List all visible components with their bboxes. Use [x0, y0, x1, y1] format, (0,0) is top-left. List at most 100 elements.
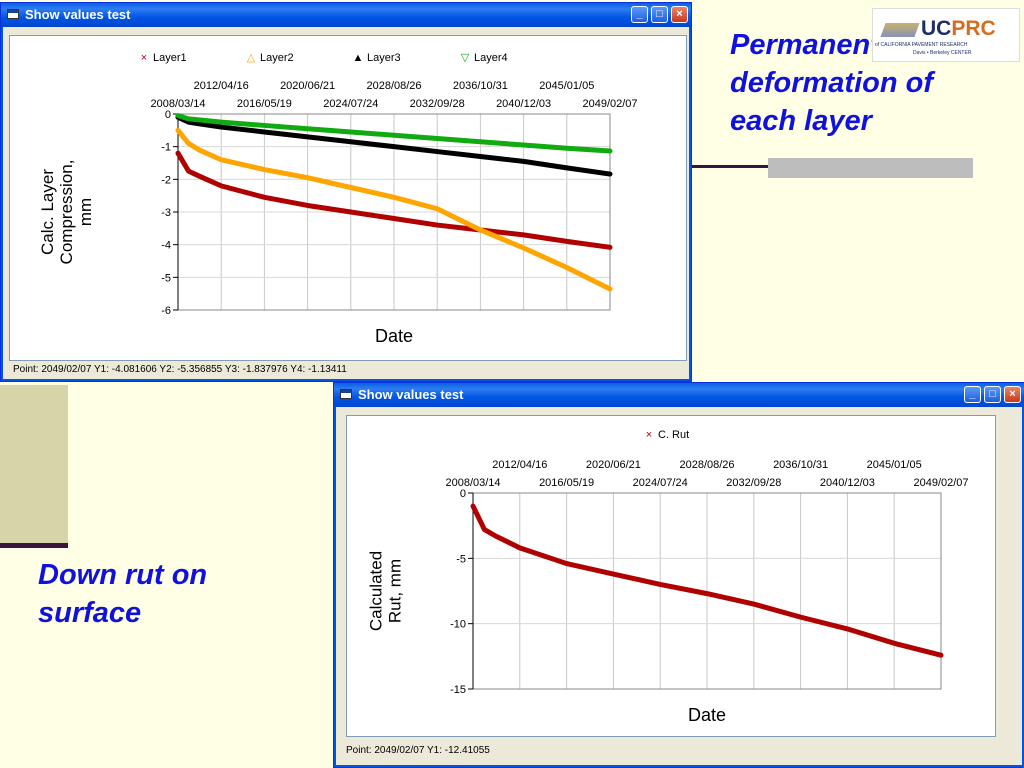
show-values-window-rut[interactable]: Show values test _ □ × 0 -5 -10 -15 2008/03/…: [333, 382, 1024, 768]
y-tick-label: -3: [161, 207, 171, 219]
logo-subtext-2: Davis • Berkeley CENTER: [913, 50, 972, 56]
x-tick-label: 2036/10/31: [773, 459, 828, 471]
decorative-bar-left: [0, 385, 68, 545]
data-point: [521, 245, 526, 251]
status-bar: Point: 2049/02/07 Y1: -4.081606 Y2: -5.3…: [13, 364, 347, 375]
legend-label: C. Rut: [658, 429, 689, 441]
window-app-icon[interactable]: [340, 389, 352, 399]
data-point: [348, 209, 353, 215]
maximize-button[interactable]: □: [984, 386, 1001, 403]
data-point: [262, 167, 267, 172]
legend-label: Layer1: [153, 52, 187, 64]
status-bar: Point: 2049/02/07 Y1: -12.41055: [346, 745, 490, 756]
data-point: [704, 591, 710, 596]
x-tick-label: 2036/10/31: [453, 80, 508, 92]
data-point: [521, 142, 526, 148]
window-titlebar[interactable]: Show values test _ □ ×: [1, 3, 691, 27]
x-tick-label: 2012/04/16: [194, 80, 249, 92]
logo-stripe-graphic: [880, 23, 920, 37]
y-tick-label: -10: [450, 619, 466, 631]
data-point: [564, 239, 569, 244]
y-tick-label: -5: [161, 272, 171, 284]
logo-wordmark: UCPRC: [921, 17, 996, 40]
data-point: [798, 614, 803, 620]
data-point: [892, 641, 897, 646]
caption-permanent-deformation: Permanent deformation of each layer: [730, 29, 933, 137]
y-tick-label: -5: [456, 553, 466, 565]
data-point: [521, 232, 526, 238]
close-button[interactable]: ×: [1004, 386, 1021, 403]
y-axis-label: CalculatedRut, mm: [367, 551, 405, 631]
maximize-button[interactable]: □: [651, 6, 668, 23]
legend-marker: △: [247, 52, 256, 64]
data-point: [607, 286, 613, 292]
data-point: [391, 133, 397, 138]
chart-panel: 0 -1 -2 -3 -4 -5 -6 2008/03/14 2016/05/19 2024/07…: [9, 35, 687, 361]
data-point: [845, 626, 850, 632]
data-point: [470, 503, 476, 509]
data-point: [186, 116, 191, 122]
data-point: [175, 113, 181, 118]
data-point: [607, 171, 613, 177]
window-title: Show values test: [358, 387, 464, 402]
data-point: [521, 159, 526, 164]
ucprc-logo: UCPRC of CALIFORNIA PAVEMENT RESEARCH Da…: [872, 8, 1020, 62]
data-point: [478, 139, 483, 144]
x-tick-label: 2040/12/03: [820, 477, 875, 489]
y-tick-label: -4: [161, 240, 171, 252]
close-button[interactable]: ×: [671, 6, 688, 23]
data-point: [348, 129, 353, 135]
show-values-window-layers[interactable]: Show values test _ □ × 0 -1 -2 -3 -4 -5 -6 2008…: [0, 2, 692, 382]
chart-calculated-rut: 0 -5 -10 -15 2008/03/14 2016/05/19 2024/07/24 2…: [367, 429, 969, 725]
data-point: [564, 265, 569, 270]
x-axis-label: Date: [375, 326, 413, 346]
data-point: [219, 183, 224, 189]
window-title: Show values test: [25, 7, 131, 22]
data-point: [435, 206, 440, 211]
data-point: [391, 195, 397, 200]
x-tick-label: 2008/03/14: [150, 98, 205, 110]
window-titlebar[interactable]: Show values test _ □ ×: [334, 383, 1024, 407]
data-point: [262, 129, 267, 135]
data-point: [658, 582, 663, 587]
data-point: [607, 148, 613, 154]
y-tick-label: -6: [161, 305, 171, 317]
x-tick-label: 2040/12/03: [496, 98, 551, 110]
data-point: [219, 119, 224, 125]
data-point: [196, 117, 202, 123]
data-point: [517, 545, 522, 551]
data-point: [196, 147, 202, 153]
data-point: [186, 141, 191, 146]
x-tick-label: 2032/09/28: [726, 477, 781, 489]
x-tick-label: 2020/06/21: [280, 80, 335, 92]
data-point: [305, 134, 310, 140]
data-point: [219, 157, 224, 162]
data-point: [196, 121, 202, 127]
data-point: [186, 168, 191, 174]
window-app-icon[interactable]: [7, 9, 19, 19]
x-tick-label: 2028/08/26: [679, 459, 734, 471]
data-point: [175, 151, 181, 156]
x-tick-label: 2012/04/16: [492, 459, 547, 471]
data-point: [348, 139, 353, 144]
data-point: [564, 165, 569, 171]
data-point: [391, 216, 397, 221]
minimize-button[interactable]: _: [631, 6, 648, 23]
x-tick-label: 2008/03/14: [445, 477, 500, 489]
data-point: [262, 195, 267, 200]
x-tick-label: 2045/01/05: [867, 459, 922, 471]
data-point: [305, 126, 310, 131]
minimize-button[interactable]: _: [964, 386, 981, 403]
data-point: [175, 128, 181, 133]
x-tick-label: 2049/02/07: [913, 477, 968, 489]
data-point: [607, 245, 613, 250]
data-point: [478, 154, 483, 159]
x-tick-label: 2024/07/24: [633, 477, 688, 489]
data-point: [435, 222, 440, 228]
data-point: [435, 149, 440, 154]
data-point: [348, 185, 353, 190]
data-point: [435, 136, 440, 141]
x-axis-label: Date: [688, 705, 726, 725]
data-point: [196, 173, 202, 179]
data-point: [938, 652, 944, 658]
